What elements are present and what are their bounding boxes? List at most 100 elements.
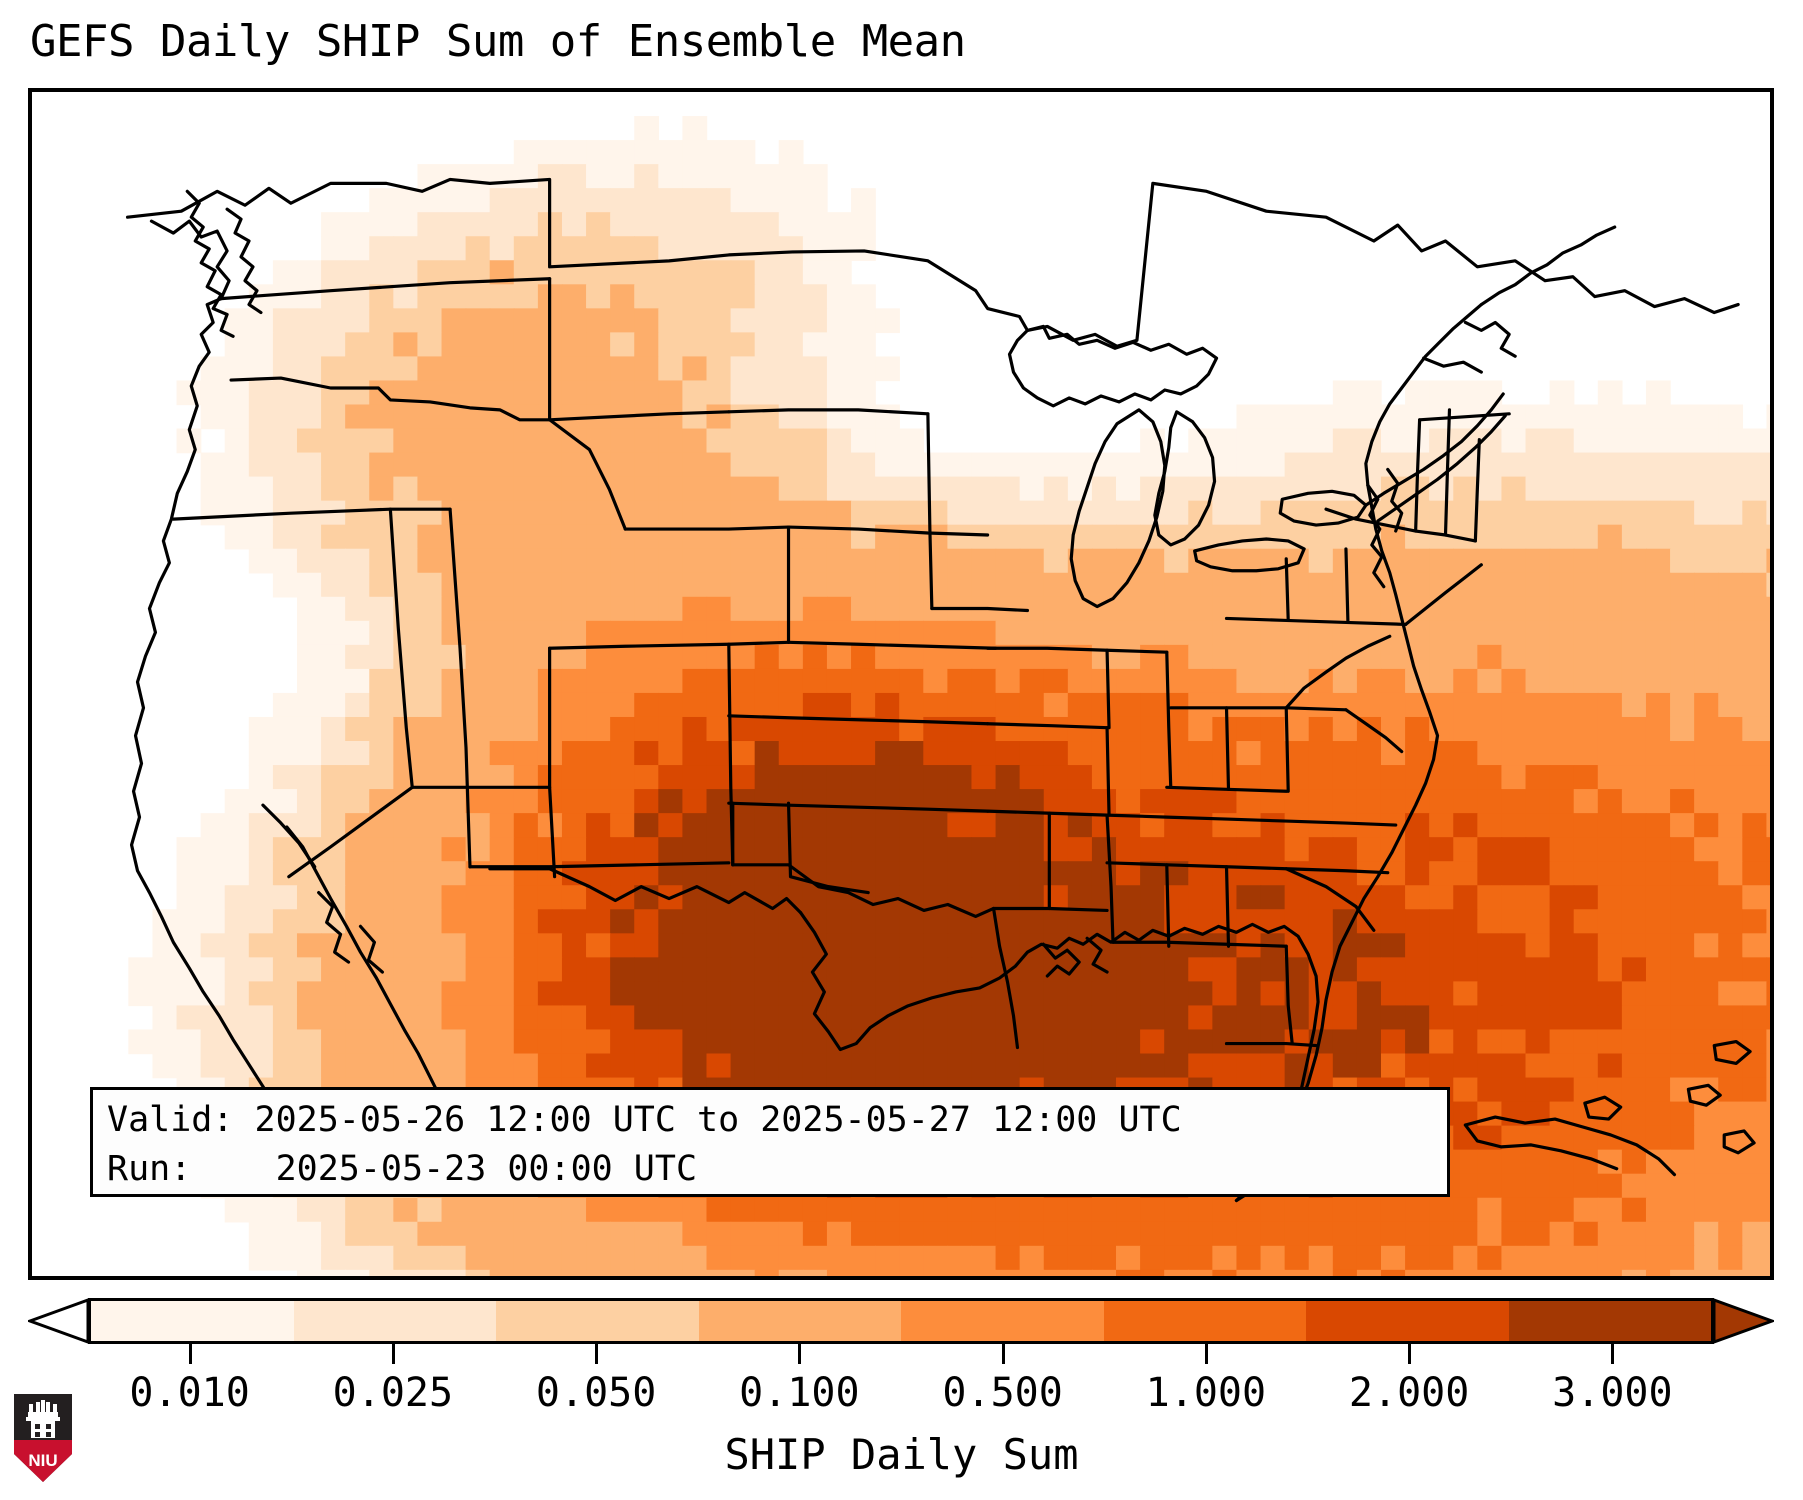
ship-grid-cell [947, 837, 973, 862]
ship-grid-cell [417, 548, 443, 574]
ship-grid-cell [851, 813, 876, 838]
ship-grid-cell [778, 716, 804, 742]
ship-grid-cell [1477, 668, 1503, 694]
ship-grid-cell [1525, 644, 1551, 670]
ship-grid-cell [995, 524, 1021, 550]
ship-grid-cell [513, 164, 539, 189]
ship-grid-cell [1573, 861, 1599, 886]
ship-grid-cell [706, 572, 732, 598]
ship-grid-cell [1188, 668, 1214, 694]
ship-grid-cell [1308, 476, 1334, 502]
ship-grid-cell [1597, 452, 1623, 478]
ship-grid-cell [1621, 500, 1647, 526]
ship-grid-cell [1549, 668, 1575, 694]
ship-grid-cell [1284, 548, 1310, 574]
ship-grid-cell [1405, 861, 1430, 886]
ship-grid-cell [248, 380, 274, 406]
ship-grid-cell [345, 380, 370, 406]
ship-grid-cell [1549, 716, 1575, 742]
ship-grid-cell [1742, 500, 1768, 526]
ship-grid-cell [971, 548, 997, 574]
ship-grid-cell [345, 500, 370, 526]
ship-grid-cell [465, 692, 491, 718]
ship-grid-cell [899, 500, 924, 526]
ship-grid-cell [561, 140, 587, 165]
ship-grid-cell [561, 284, 587, 310]
ship-grid-cell [537, 524, 563, 550]
ship-grid-cell [1091, 524, 1117, 550]
ship-grid-cell [682, 620, 708, 646]
ship-grid-cell [899, 548, 924, 574]
ship-grid-cell [1645, 524, 1671, 550]
ship-grid-cell [875, 452, 900, 478]
ship-grid-cell [272, 380, 298, 406]
ship-grid-cell [369, 452, 395, 478]
ship-grid-cell [1670, 813, 1695, 838]
ship-grid-cell [513, 380, 539, 406]
ship-grid-cell [1718, 644, 1744, 670]
ship-grid-cell [1116, 668, 1141, 694]
ship-grid-cell [826, 380, 852, 406]
ship-grid-cell [826, 668, 852, 694]
ship-grid-cell [706, 212, 732, 237]
ship-grid-cell [971, 500, 997, 526]
ship-grid-cell [1332, 476, 1358, 502]
ship-grid-cell [586, 813, 611, 838]
ship-grid-cell [1236, 428, 1262, 454]
ship-grid-cell [1670, 837, 1695, 862]
ship-grid-cell [393, 212, 419, 237]
ship-grid-cell [513, 452, 539, 478]
ship-grid-cell [1019, 765, 1045, 790]
ship-grid-cell [1332, 837, 1358, 862]
ship-grid-cell [1212, 837, 1238, 862]
ship-grid-cell [1718, 596, 1744, 622]
ship-grid-cell [1766, 644, 1770, 670]
colorbar: 0.010 0.025 0.050 0.100 0.500 1.000 2.000 3.000 [28, 1298, 1774, 1416]
ship-grid-cell [1501, 837, 1527, 862]
ship-grid-cell [1766, 765, 1770, 790]
ship-grid-cell [947, 572, 973, 598]
ship-grid-cell [537, 548, 563, 574]
ship-grid-cell [1380, 668, 1406, 694]
ship-grid-cell [1718, 765, 1744, 790]
ship-grid-cell [634, 380, 660, 406]
ship-grid-cell [658, 548, 684, 574]
ship-grid-cell [826, 644, 852, 670]
ship-grid-cell [730, 716, 756, 742]
ship-grid-cell [586, 765, 611, 790]
ship-grid-cell [778, 260, 804, 285]
ship-grid-cell [1332, 813, 1358, 838]
ship-grid-cell [272, 741, 298, 766]
ship-grid-cell [345, 885, 370, 910]
ship-grid-cell [730, 644, 756, 670]
ship-grid-cell [586, 332, 611, 358]
ship-grid-cell [778, 284, 804, 310]
ship-grid-cell [1549, 476, 1575, 502]
ship-grid-cell [537, 837, 563, 862]
ship-grid-cell [1742, 861, 1768, 886]
ship-grid-cell [1597, 404, 1623, 430]
ship-grid-cell [923, 620, 949, 646]
ship-grid-cell [610, 668, 635, 694]
ship-grid-cell [634, 692, 660, 718]
ship-grid-cell [465, 212, 491, 237]
ship-grid-cell [1308, 548, 1334, 574]
ship-grid-cell [1645, 716, 1671, 742]
ship-grid-cell [561, 837, 587, 862]
ship-grid-cell [1019, 668, 1045, 694]
ship-grid-cell [1116, 644, 1141, 670]
ship-grid-cell [971, 572, 997, 598]
ship-grid-cell [899, 452, 924, 478]
ship-grid-cell [1597, 620, 1623, 646]
ship-grid-cell [947, 813, 973, 838]
ship-grid-cell [1019, 572, 1045, 598]
ship-grid-cell [1670, 668, 1695, 694]
ship-grid-cell [658, 837, 684, 862]
ship-grid-cell [610, 572, 635, 598]
ship-grid-cell [1453, 644, 1479, 670]
ship-grid-cell [754, 765, 780, 790]
ship-grid-cell [369, 861, 395, 886]
ship-grid-cell [1549, 644, 1575, 670]
ship-grid-cell [345, 236, 370, 261]
ship-grid-cell [947, 500, 973, 526]
